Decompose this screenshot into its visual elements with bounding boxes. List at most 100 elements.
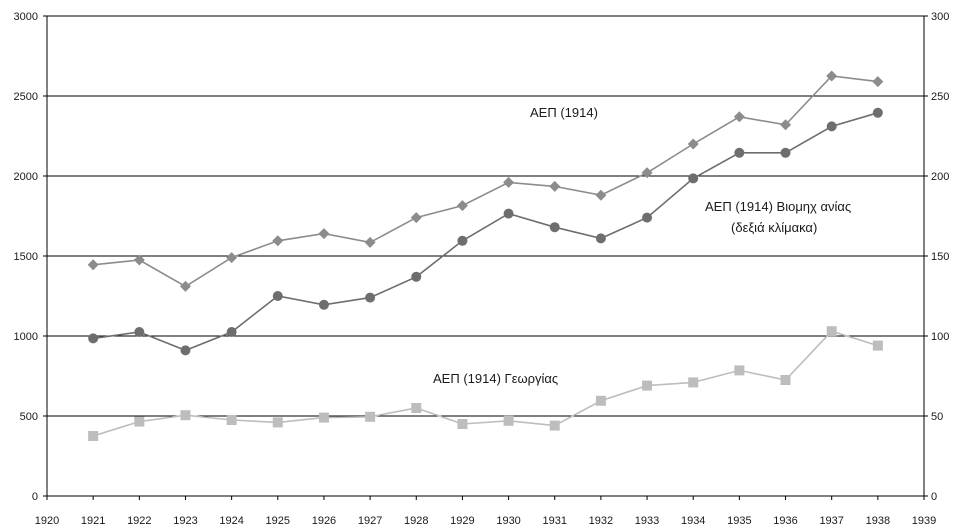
x-axis-ticks: 1920 1921 1922 1923 1924 1925 1926 1927 1928 1929… [35, 496, 936, 527]
right-tick-label: 200 [931, 171, 949, 183]
data-point-square [642, 380, 653, 391]
grid [47, 15, 924, 417]
data-point-square [503, 415, 514, 426]
annotation-gdp: ΑΕΠ (1914) [530, 105, 598, 120]
data-point-square [226, 415, 237, 425]
x-tick-label: 1935 [727, 515, 751, 527]
left-tick-label: 3000 [14, 11, 38, 23]
data-point-circle [595, 233, 606, 244]
x-tick-label: 1927 [358, 515, 382, 527]
series-line [93, 75, 878, 288]
data-point-diamond [826, 70, 838, 82]
series-layer [87, 70, 884, 441]
data-point-square [595, 395, 606, 406]
right-tick-label: 300 [931, 11, 949, 23]
data-point-diamond [641, 167, 653, 179]
right-tick-label: 250 [931, 91, 949, 103]
data-point-square [549, 420, 560, 431]
series-line [92, 330, 879, 437]
data-point-diamond [272, 235, 284, 247]
data-point-circle [780, 147, 791, 158]
x-tick-label: 1921 [81, 515, 105, 527]
left-tick-label: 500 [20, 411, 38, 423]
x-tick-label: 1928 [404, 515, 428, 527]
x-tick-label: 1939 [912, 515, 936, 527]
data-point-square [826, 326, 837, 337]
data-point-square [457, 419, 468, 429]
data-point-circle [318, 299, 329, 310]
series-1 [87, 70, 884, 292]
right-tick-label: 100 [931, 331, 949, 343]
series-2 [88, 107, 883, 356]
left-axis-ticks: 0 500 1000 1500 2000 2500 3000 [14, 11, 47, 503]
data-point-diamond [179, 280, 191, 292]
data-point-circle [826, 121, 837, 132]
left-tick-label: 1500 [14, 251, 38, 263]
data-point-square [734, 365, 745, 376]
x-tick-label: 1933 [635, 515, 659, 527]
x-tick-label: 1934 [681, 515, 705, 527]
data-point-circle [134, 327, 145, 337]
x-tick-label: 1922 [127, 515, 151, 527]
right-tick-label: 150 [931, 251, 949, 263]
series-3 [88, 326, 883, 441]
data-point-diamond [456, 200, 468, 212]
data-point-circle [272, 291, 283, 301]
data-point-diamond [226, 252, 238, 264]
annotation-industry: ΑΕΠ (1914) Βιομηχ ανίας [705, 199, 851, 214]
data-point-circle [457, 235, 468, 246]
x-tick-label: 1938 [866, 515, 890, 527]
data-point-diamond [133, 254, 145, 266]
data-point-circle [411, 271, 422, 282]
data-point-circle [642, 212, 653, 223]
data-point-square [88, 431, 99, 441]
left-tick-label: 0 [32, 491, 38, 503]
data-point-circle [365, 292, 376, 303]
data-point-square [272, 417, 283, 428]
data-point-circle [226, 327, 237, 337]
x-tick-label: 1923 [173, 515, 197, 527]
data-point-circle [549, 222, 560, 233]
data-point-circle [872, 107, 883, 118]
data-point-diamond [503, 176, 515, 188]
data-point-diamond [687, 138, 699, 150]
right-axis-ticks: 0 50 100 150 200 250 300 [924, 11, 949, 503]
data-point-diamond [318, 228, 330, 240]
data-point-square [411, 403, 422, 413]
data-point-circle [688, 173, 699, 184]
x-tick-label: 1929 [450, 515, 474, 527]
data-point-square [134, 416, 145, 427]
data-point-diamond [733, 111, 745, 123]
data-point-diamond [872, 76, 884, 88]
x-tick-label: 1930 [496, 515, 520, 527]
data-point-circle [180, 345, 191, 356]
data-point-diamond [87, 259, 99, 271]
data-point-circle [88, 333, 99, 344]
data-point-diamond [780, 119, 792, 131]
data-point-square [365, 411, 376, 422]
x-tick-label: 1932 [589, 515, 613, 527]
annotation-agriculture: ΑΕΠ (1914) Γεωργίας [433, 371, 558, 386]
left-tick-label: 2000 [14, 171, 38, 183]
x-tick-label: 1920 [35, 515, 59, 527]
data-point-circle [503, 208, 514, 219]
annotation-industry-note: (δεξιά κλίμακα) [731, 220, 817, 235]
data-point-diamond [364, 236, 376, 248]
x-tick-label: 1924 [219, 515, 243, 527]
x-tick-label: 1925 [266, 515, 290, 527]
data-point-diamond [410, 212, 422, 224]
right-tick-label: 0 [931, 491, 937, 503]
x-tick-label: 1931 [542, 515, 566, 527]
data-point-square [318, 412, 329, 423]
data-point-square [688, 377, 699, 388]
x-tick-label: 1926 [312, 515, 336, 527]
data-point-square [872, 340, 883, 351]
series-line [93, 112, 879, 352]
data-point-square [180, 410, 191, 421]
data-point-diamond [549, 180, 561, 192]
left-tick-label: 1000 [14, 331, 38, 343]
x-tick-label: 1937 [819, 515, 843, 527]
data-point-diamond [595, 189, 607, 201]
data-point-square [780, 375, 791, 385]
